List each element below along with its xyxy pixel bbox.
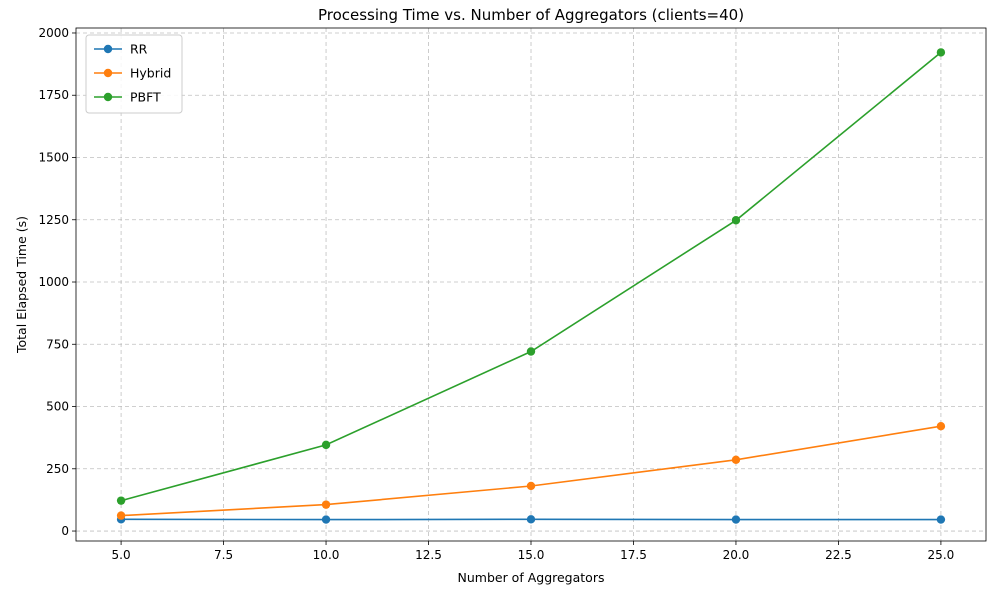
- x-tick-label: 20.0: [723, 548, 750, 562]
- data-point-rr: [731, 515, 741, 524]
- data-point-pbft: [936, 48, 946, 57]
- y-tick-label: 2000: [38, 26, 69, 40]
- data-point-pbft: [321, 440, 331, 450]
- data-point-rr: [526, 515, 536, 524]
- series-layer: [116, 48, 946, 524]
- data-point-pbft: [526, 347, 536, 356]
- x-tick-label: 25.0: [928, 548, 955, 562]
- data-point-rr: [936, 515, 946, 524]
- grid: [76, 28, 986, 541]
- legend-label-rr: RR: [130, 42, 148, 57]
- data-point-hybrid: [116, 511, 126, 520]
- y-tick-label: 1500: [38, 150, 69, 164]
- legend-marker-pbft: [103, 92, 113, 102]
- legend: RR Hybrid PBFT: [85, 34, 183, 114]
- x-tick-label: 15.0: [518, 548, 545, 562]
- chart-title: Processing Time vs. Number of Aggregator…: [318, 6, 744, 24]
- y-tick-label: 0: [61, 524, 69, 538]
- x-tick-label: 22.5: [825, 548, 852, 562]
- data-point-pbft: [731, 216, 741, 225]
- data-point-pbft: [116, 496, 126, 505]
- legend-label-pbft: PBFT: [130, 90, 161, 105]
- x-axis-label: Number of Aggregators: [458, 570, 605, 585]
- legend-label-hybrid: Hybrid: [130, 66, 171, 81]
- data-point-hybrid: [526, 481, 536, 491]
- data-point-hybrid: [936, 421, 946, 431]
- data-point-rr: [321, 515, 331, 524]
- x-axis: 5.0 7.5 10.0 12.5 15.0 17.5 20.0 22.5 25.0: [112, 541, 955, 562]
- data-point-hybrid: [321, 500, 331, 509]
- x-tick-label: 5.0: [112, 548, 131, 562]
- y-tick-label: 750: [46, 337, 69, 351]
- data-point-hybrid: [731, 455, 741, 465]
- legend-marker-rr: [103, 44, 113, 54]
- y-tick-label: 500: [46, 400, 69, 414]
- x-tick-label: 17.5: [620, 548, 647, 562]
- x-tick-label: 7.5: [214, 548, 233, 562]
- y-axis-label: Total Elapsed Time (s): [14, 216, 29, 354]
- y-tick-label: 1000: [38, 275, 69, 289]
- y-tick-label: 1750: [38, 88, 69, 102]
- y-tick-label: 1250: [38, 213, 69, 227]
- y-tick-label: 250: [46, 462, 69, 476]
- x-tick-label: 10.0: [313, 548, 340, 562]
- x-tick-label: 12.5: [415, 548, 442, 562]
- legend-marker-hybrid: [103, 68, 113, 78]
- y-axis: 0 250 500 750 1000 1250 1500 1750 2000: [38, 26, 76, 538]
